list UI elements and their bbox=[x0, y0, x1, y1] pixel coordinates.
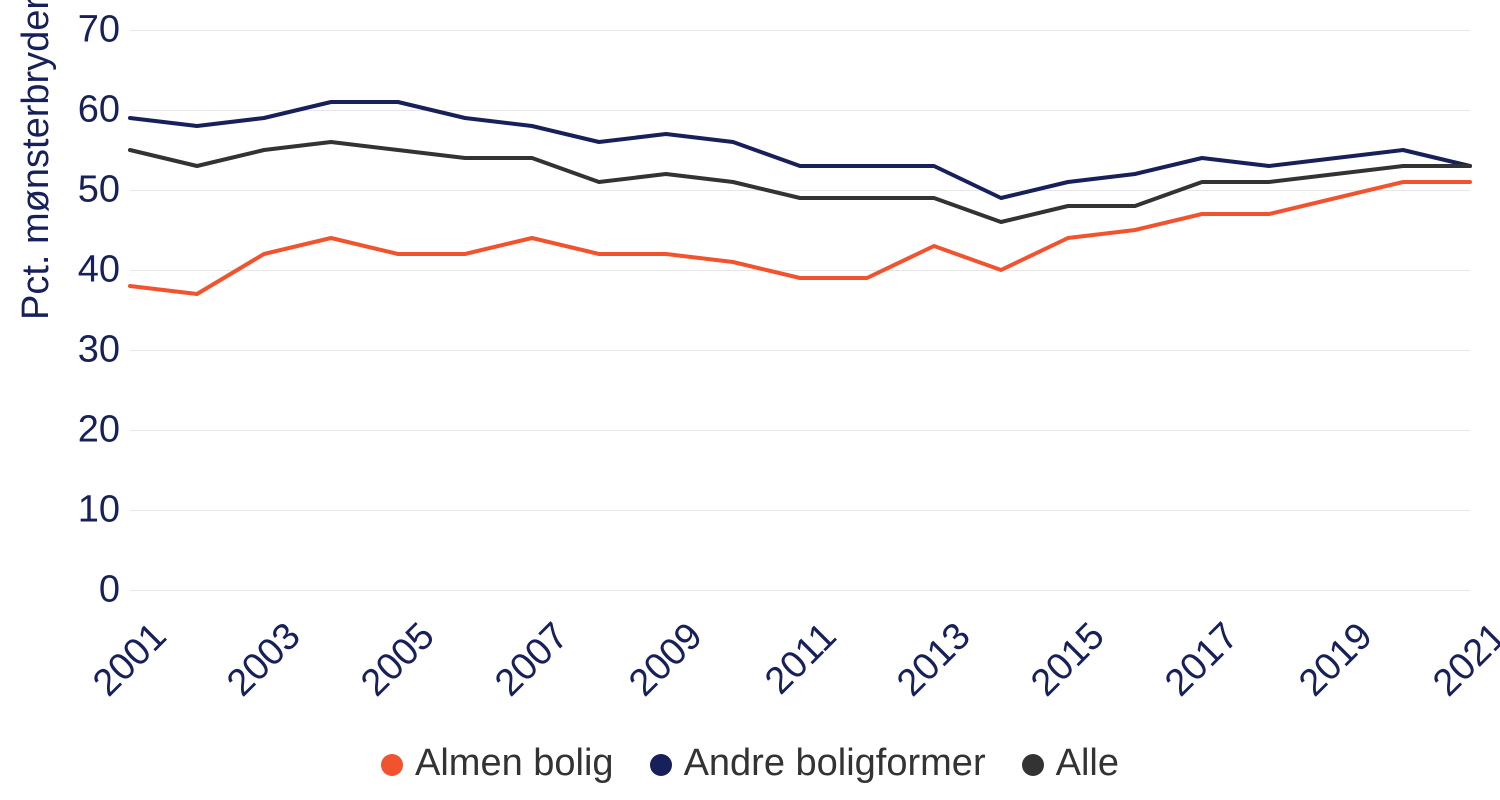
x-tick-label: 2001 bbox=[60, 615, 175, 730]
gridline bbox=[130, 590, 1470, 591]
y-tick-label: 20 bbox=[60, 409, 120, 452]
x-tick-label: 2007 bbox=[462, 615, 577, 730]
x-tick-label: 2011 bbox=[730, 615, 845, 730]
legend-label: Almen bolig bbox=[415, 742, 614, 784]
y-tick-label: 10 bbox=[60, 489, 120, 532]
x-tick-label: 2009 bbox=[596, 615, 711, 730]
x-tick-label: 2017 bbox=[1132, 615, 1247, 730]
x-tick-label: 2003 bbox=[194, 615, 309, 730]
plot-area bbox=[130, 30, 1470, 590]
legend: Almen bolig Andre boligformer Alle bbox=[0, 741, 1500, 785]
x-tick-label: 2013 bbox=[864, 615, 979, 730]
y-tick-label: 50 bbox=[60, 169, 120, 212]
y-tick-label: 40 bbox=[60, 249, 120, 292]
line-series-svg bbox=[130, 30, 1470, 590]
legend-marker-icon bbox=[381, 754, 403, 776]
chart-container: Pct. mønsterbrydere 0 10 20 30 40 50 60 70 2001… bbox=[0, 0, 1500, 800]
x-tick-label: 2019 bbox=[1266, 615, 1381, 730]
x-tick-label: 2005 bbox=[328, 615, 443, 730]
y-tick-label: 30 bbox=[60, 329, 120, 372]
legend-marker-icon bbox=[1022, 754, 1044, 776]
y-axis-label: Pct. mønsterbrydere bbox=[15, 0, 58, 320]
legend-label: Alle bbox=[1056, 742, 1119, 784]
y-tick-label: 60 bbox=[60, 89, 120, 132]
y-tick-label: 0 bbox=[60, 569, 120, 612]
legend-label: Andre boligformer bbox=[684, 742, 986, 784]
legend-item: Andre boligformer bbox=[650, 742, 986, 785]
legend-item: Almen bolig bbox=[381, 742, 614, 785]
x-tick-label: 2021 bbox=[1400, 615, 1500, 730]
legend-marker-icon bbox=[650, 754, 672, 776]
legend-item: Alle bbox=[1022, 742, 1119, 785]
line-series bbox=[130, 142, 1470, 222]
y-tick-label: 70 bbox=[60, 9, 120, 52]
x-tick-label: 2015 bbox=[998, 615, 1113, 730]
